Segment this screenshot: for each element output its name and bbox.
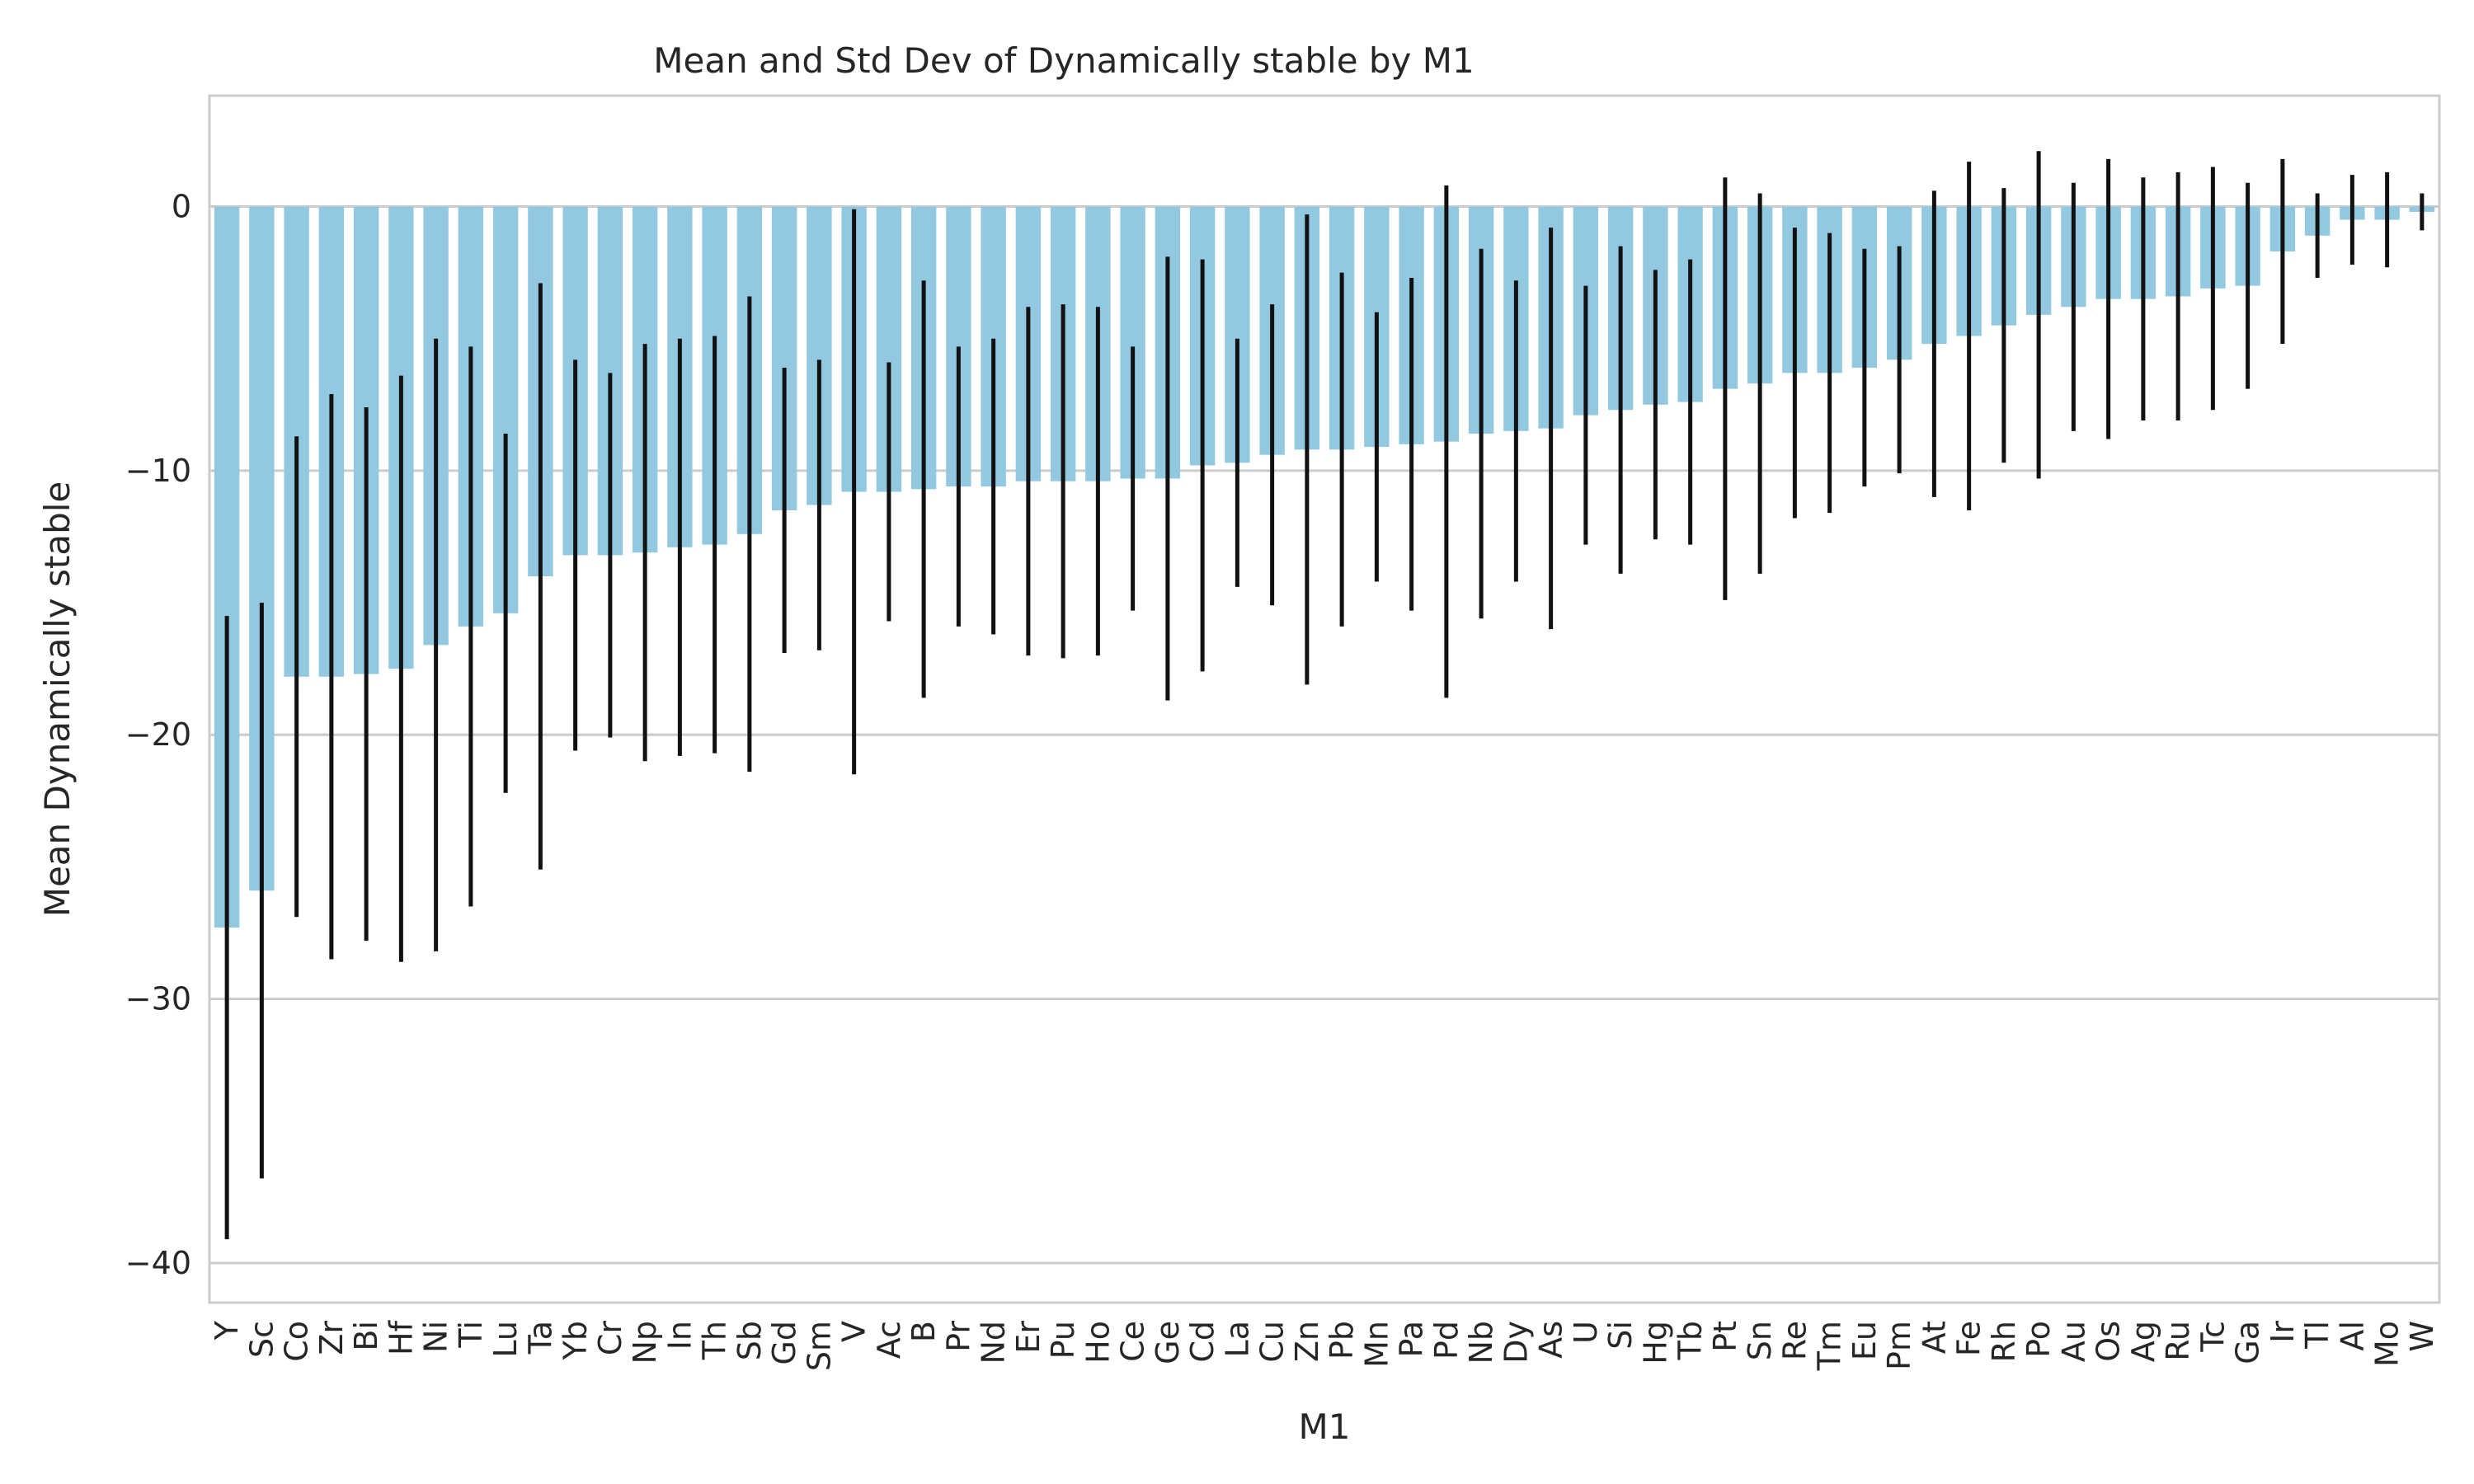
x-tick-label: Nb	[1463, 1321, 1499, 1364]
y-tick-labels: 0 −10 −20 −30 −40	[125, 189, 191, 1281]
x-tick-label: Sn	[1742, 1321, 1778, 1360]
x-tick-label: As	[1533, 1321, 1569, 1359]
x-tick-label: Eu	[1846, 1321, 1883, 1360]
bars	[214, 206, 2435, 928]
x-tick-label: Ge	[1150, 1321, 1186, 1364]
x-tick-label: Pm	[1881, 1321, 1917, 1370]
x-tick-label: Pa	[1394, 1321, 1430, 1358]
x-tick-label: Ac	[871, 1321, 907, 1359]
x-tick-label: Zr	[313, 1321, 350, 1355]
x-tick-label: Si	[1602, 1321, 1639, 1350]
x-tick-label: Sb	[731, 1321, 768, 1360]
x-tick-label: Re	[1776, 1321, 1813, 1360]
x-tick-label: Cr	[592, 1321, 628, 1356]
x-tick-label: Pu	[1045, 1321, 1081, 1359]
x-tick-label: Fe	[1951, 1321, 1987, 1356]
x-tick-label: W	[2404, 1321, 2440, 1352]
x-tick-label: Zn	[1289, 1321, 1325, 1362]
x-tick-label: Ga	[2230, 1321, 2266, 1364]
y-tick-label: −10	[125, 453, 191, 489]
y-tick-label: −20	[125, 716, 191, 753]
x-tick-label: Tc	[2194, 1321, 2231, 1353]
x-tick-label: Po	[2020, 1321, 2057, 1358]
x-tick-label: Tm	[1812, 1321, 1848, 1371]
error-bars	[224, 151, 2425, 1240]
x-tick-label: Ru	[2160, 1321, 2196, 1361]
x-tick-label: Tb	[1672, 1321, 1709, 1360]
x-tick-label: Gd	[766, 1321, 802, 1365]
x-tick-label: Sm	[801, 1321, 837, 1371]
x-tick-label: Hg	[1637, 1321, 1673, 1364]
x-tick-label: Yb	[557, 1321, 594, 1360]
chart-title: Mean and Std Dev of Dynamically stable b…	[653, 40, 1474, 81]
x-tick-label: Lu	[487, 1321, 524, 1358]
plot-frame	[208, 94, 2441, 1304]
x-tick-label: Pd	[1428, 1321, 1465, 1360]
x-tick-label: Ti	[453, 1321, 489, 1349]
x-tick-label: Sc	[243, 1321, 280, 1358]
x-tick-label: Ce	[1115, 1321, 1151, 1362]
x-tick-label: Ta	[522, 1321, 558, 1355]
x-tick-label: B	[905, 1321, 942, 1342]
x-tick-label: Cu	[1254, 1321, 1291, 1363]
x-tick-label: Rh	[1986, 1321, 2022, 1363]
y-tick-label: −30	[125, 981, 191, 1017]
x-tick-label: U	[1568, 1321, 1604, 1344]
x-tick-label: Tl	[2299, 1321, 2335, 1350]
x-tick-label: Co	[279, 1321, 315, 1362]
x-tick-label: Ho	[1079, 1321, 1116, 1364]
x-tick-label: Ir	[2265, 1321, 2301, 1343]
x-tick-label: Ni	[418, 1321, 454, 1353]
x-tick-label: Al	[2334, 1321, 2370, 1351]
x-axis-label: M1	[1299, 1407, 1351, 1447]
x-tick-label: Mo	[2369, 1321, 2406, 1367]
x-tick-label: Cd	[1184, 1321, 1221, 1363]
x-tick-labels: YScCoZrBiHfNiTiLuTaYbCrNpInThSbGdSmVAcBP…	[209, 1319, 2440, 1371]
x-tick-label: In	[661, 1321, 698, 1350]
x-tick-label: Dy	[1498, 1321, 1534, 1364]
x-tick-label: Ag	[2125, 1321, 2161, 1362]
x-tick-label: At	[1916, 1321, 1952, 1354]
x-tick-label: Pb	[1324, 1321, 1360, 1360]
y-tick-label: −40	[125, 1245, 191, 1281]
x-tick-label: Hf	[383, 1319, 419, 1355]
x-tick-label: V	[836, 1321, 872, 1342]
x-tick-label: Th	[697, 1321, 733, 1360]
x-tick-label: Au	[2055, 1321, 2091, 1362]
y-tick-label: 0	[172, 189, 191, 225]
x-tick-label: Os	[2091, 1321, 2127, 1362]
x-tick-label: Np	[627, 1321, 663, 1364]
x-tick-label: Pt	[1707, 1321, 1743, 1352]
x-tick-label: Er	[1010, 1321, 1047, 1354]
x-tick-label: La	[1219, 1321, 1255, 1357]
x-tick-label: Pr	[940, 1321, 976, 1352]
x-tick-label: Y	[209, 1320, 245, 1341]
x-tick-label: Mn	[1358, 1321, 1395, 1368]
y-axis-label: Mean Dynamically stable	[37, 481, 78, 918]
x-tick-label: Bi	[348, 1321, 384, 1351]
x-tick-label: Nd	[976, 1321, 1012, 1364]
